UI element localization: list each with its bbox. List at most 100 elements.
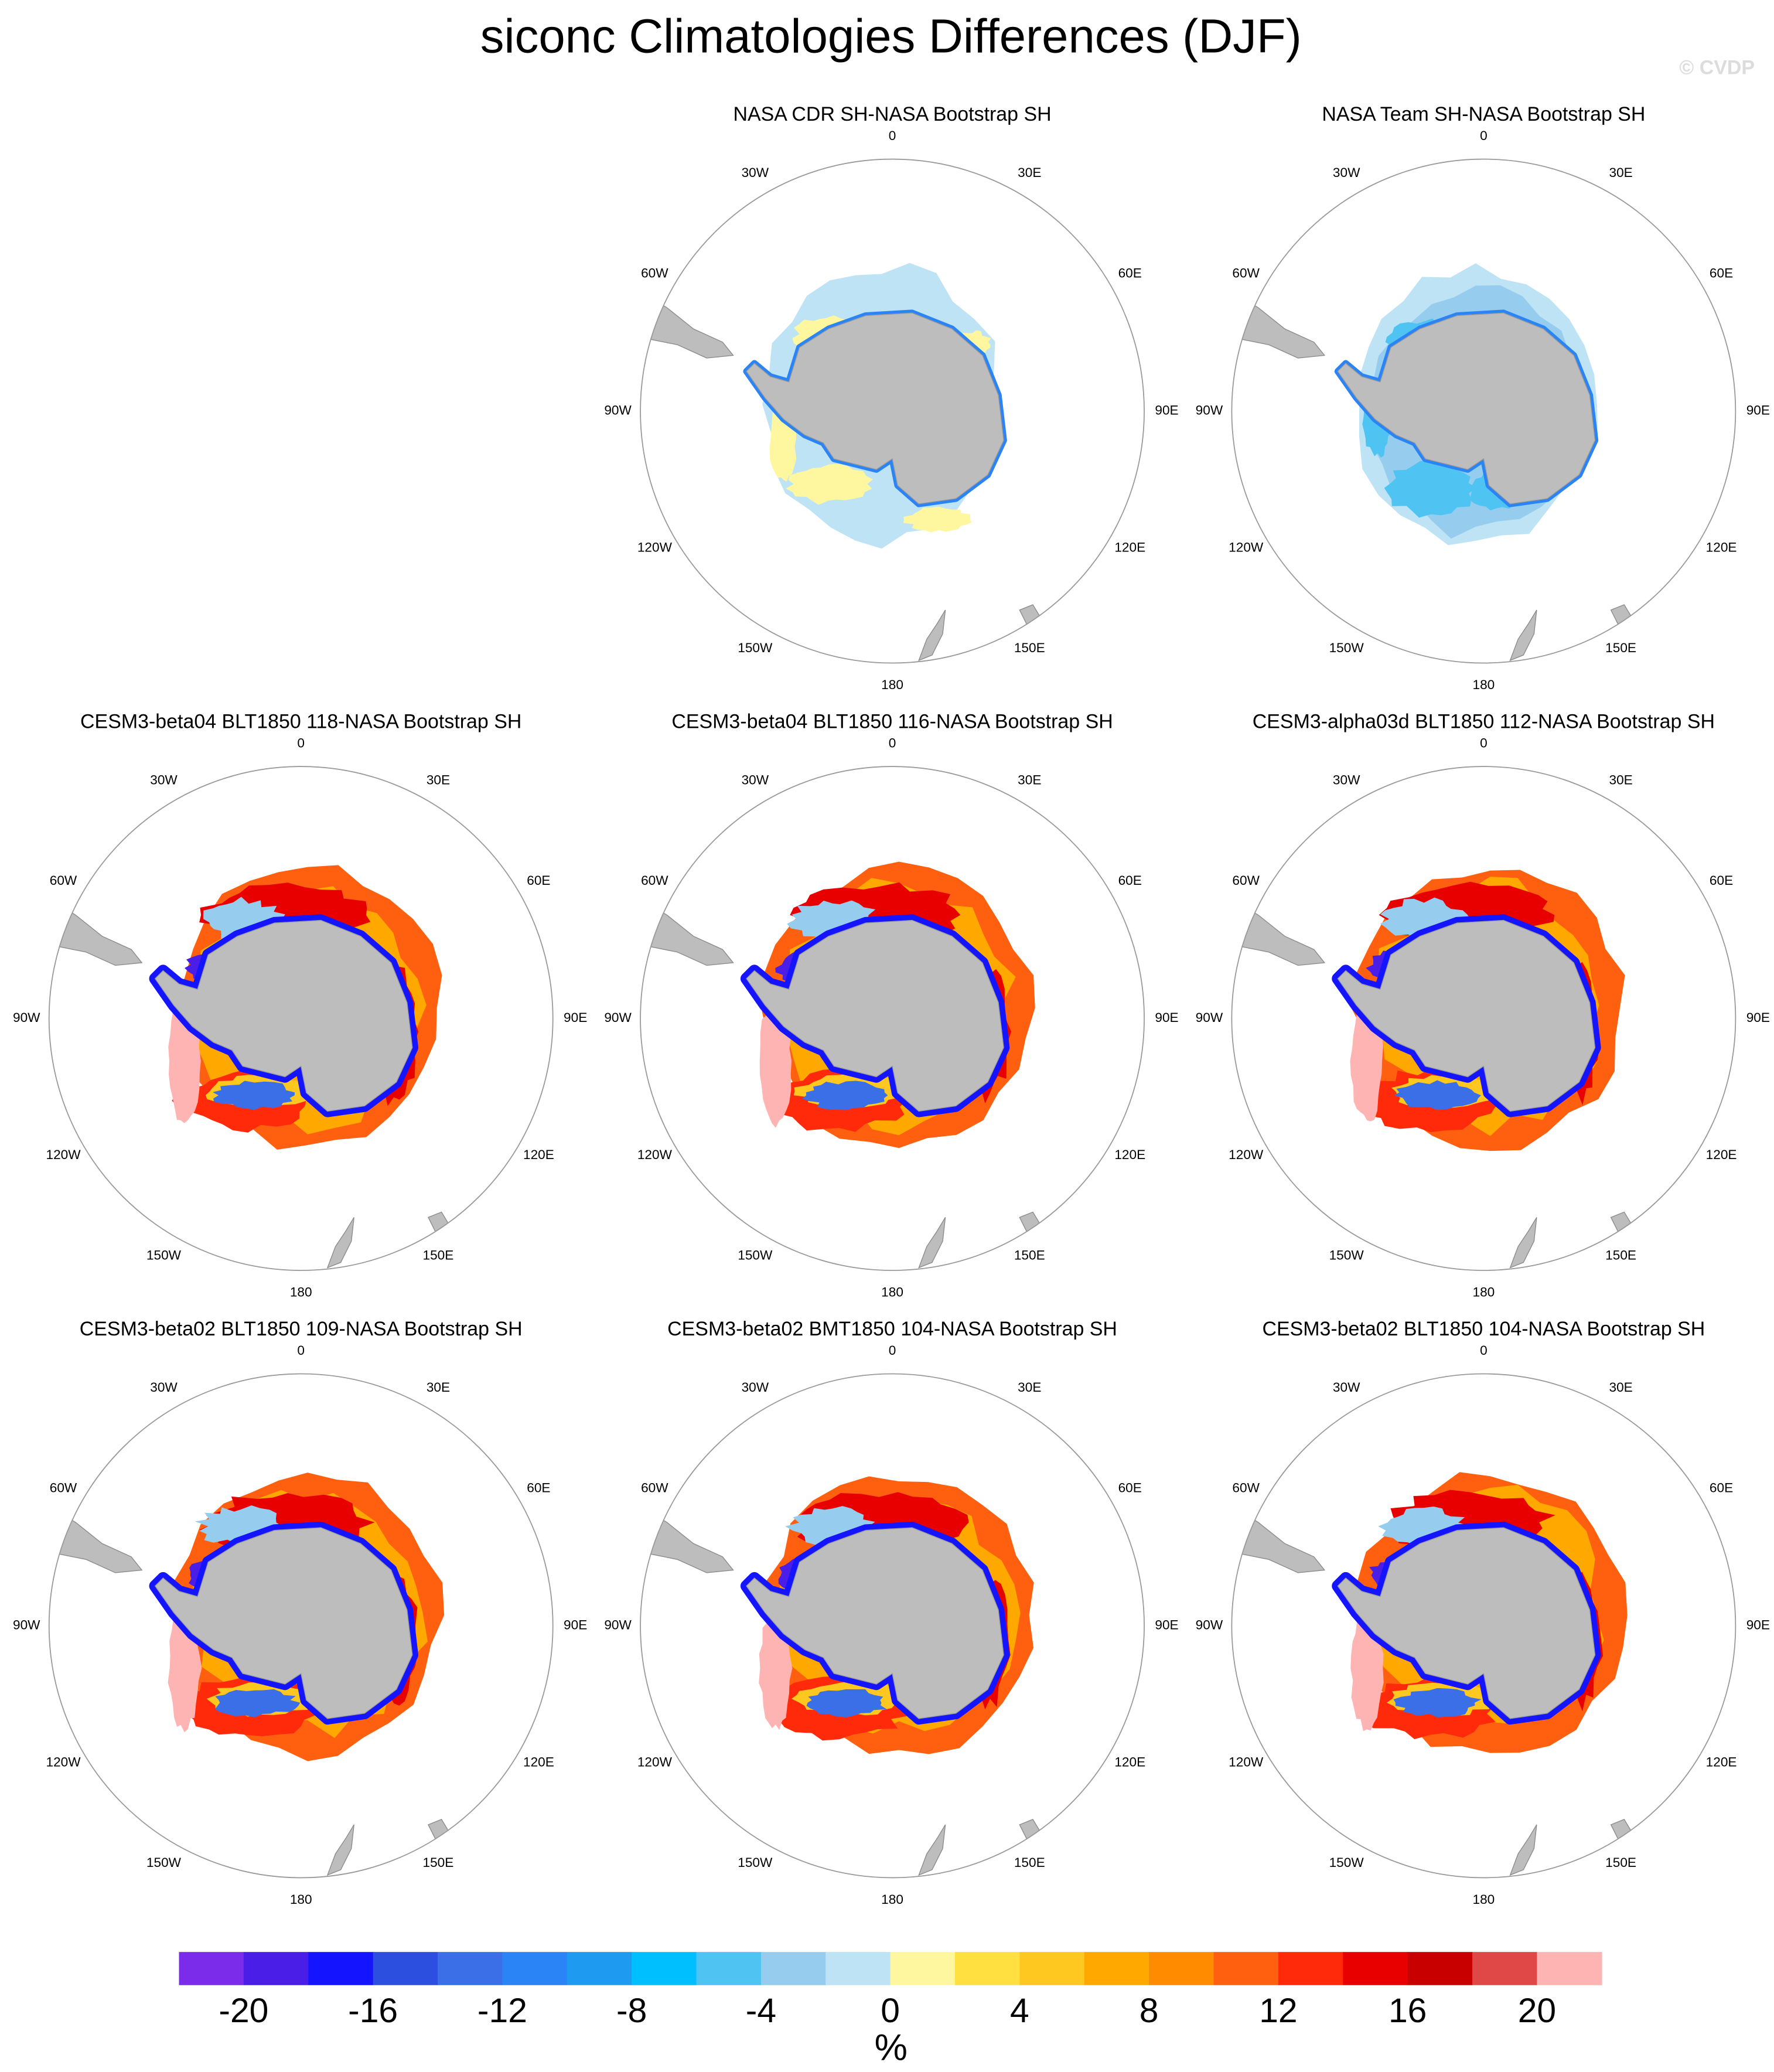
colorbar-tick-label: -12 (477, 1992, 527, 2030)
colorbar-box (1407, 1952, 1473, 1985)
colorbar-tick-label: 8 (1140, 1992, 1159, 2030)
antarctica (746, 312, 1004, 505)
colorbar-tick-label: 0 (881, 1992, 900, 2030)
lon-label: 150W (738, 1248, 773, 1263)
lon-label: 90W (604, 1010, 632, 1025)
antarctica (1337, 1527, 1596, 1719)
lon-label: 30E (1018, 165, 1041, 180)
lon-label: 120E (1706, 540, 1737, 555)
colorbar-tick-label: -20 (219, 1992, 268, 2030)
colorbar-box (1084, 1952, 1149, 1985)
lon-label: 180 (1473, 677, 1495, 692)
panel-title: CESM3-beta04 BLT1850 118-NASA Bootstrap … (80, 710, 521, 732)
lon-label: 60W (1232, 265, 1260, 280)
colorbar-box (1472, 1952, 1538, 1985)
lon-label: 60W (50, 873, 77, 888)
ice-patch (786, 464, 873, 505)
lon-label: 30E (1609, 1380, 1632, 1395)
lon-label: 120W (1229, 1147, 1264, 1162)
land (918, 609, 946, 662)
lon-label: 0 (889, 736, 896, 751)
colorbar-tick-label: 20 (1518, 1992, 1556, 2030)
lon-label: 180 (881, 1284, 903, 1299)
lon-label: 150W (738, 1855, 773, 1870)
lon-label: 30E (1018, 772, 1041, 787)
land (1509, 609, 1537, 662)
lon-label: 60E (1710, 1480, 1733, 1495)
lon-label: 30W (742, 772, 769, 787)
watermark: © CVDP (1679, 57, 1755, 79)
antarctica (746, 919, 1004, 1112)
lon-label: 30W (1333, 165, 1360, 180)
antarctica (1337, 919, 1596, 1112)
ice-patch (215, 1689, 301, 1717)
lon-label: 60E (527, 1480, 550, 1495)
lon-label: 60E (1710, 873, 1733, 888)
lon-label: 90E (564, 1617, 587, 1632)
map: 0 30E 60E 90E 120E 150E 180 150W 120W 90W 60W 30W (604, 736, 1178, 1300)
lon-label: 150W (1329, 1855, 1364, 1870)
map-body (49, 1473, 451, 1876)
lon-label: 150W (146, 1855, 182, 1870)
lon-label: 30E (1018, 1380, 1041, 1395)
lon-label: 120W (1229, 540, 1264, 555)
lon-label: 150E (1014, 1855, 1045, 1870)
map-border (640, 158, 1145, 664)
lon-label: 150W (146, 1248, 182, 1263)
colorbar-box (825, 1952, 891, 1985)
colorbar-box (955, 1952, 1021, 1985)
panel-title: CESM3-beta02 BLT1850 109-NASA Bootstrap … (80, 1318, 523, 1340)
colorbar-box (308, 1952, 374, 1985)
lon-label: 0 (889, 1343, 896, 1358)
colorbar-tick-label: -4 (746, 1992, 776, 2030)
panel-title: CESM3-alpha03d BLT1850 112-NASA Bootstra… (1253, 710, 1715, 732)
lon-label: 0 (297, 1343, 305, 1358)
lon-label: 0 (297, 736, 305, 751)
colorbar-box (438, 1952, 503, 1985)
colorbar-box (1278, 1952, 1343, 1985)
map: 0 30E 60E 90E 120E 150E 180 150W 120W 90W 60W 30W (1196, 1343, 1770, 1907)
land (918, 1217, 946, 1269)
lon-label: 150E (1605, 1855, 1636, 1870)
lon-label: 90W (604, 1617, 632, 1632)
land (1509, 1217, 1537, 1269)
lon-label: 180 (290, 1892, 312, 1907)
colorbar-tick-label: 12 (1259, 1992, 1297, 2030)
ice-patch (903, 506, 972, 533)
colorbar-tick-label: 16 (1389, 1992, 1427, 2030)
lon-label: 60W (1232, 1480, 1260, 1495)
colorbar-box (632, 1952, 697, 1985)
lon-label: 90W (1196, 403, 1223, 418)
lon-label: 60W (50, 1480, 77, 1495)
map-body (640, 263, 1042, 662)
panel-title: NASA Team SH-NASA Bootstrap SH (1322, 103, 1645, 125)
map: 0 30E 60E 90E 120E 150E 180 150W 120W 90W 60W 30W (13, 1343, 587, 1907)
lon-label: 120W (46, 1147, 81, 1162)
lon-label: 60E (527, 873, 550, 888)
lon-label: 150E (1605, 640, 1636, 655)
lon-label: 90E (1155, 1617, 1178, 1632)
colorbar-box (502, 1952, 568, 1985)
lon-label: 30W (150, 772, 178, 787)
lon-label: 120W (46, 1755, 81, 1770)
map-border (640, 1373, 1145, 1879)
lon-label: 60W (641, 873, 668, 888)
lon-label: 90E (564, 1010, 587, 1025)
map-body (1231, 263, 1633, 662)
lon-label: 90W (13, 1010, 40, 1025)
lon-label: 90E (1746, 1010, 1770, 1025)
lon-label: 150W (1329, 1248, 1364, 1263)
colorbar-tick-label: -8 (616, 1992, 647, 2030)
antarctica (1337, 312, 1596, 505)
lon-label: 30W (1333, 1380, 1360, 1395)
panel-title: CESM3-beta02 BLT1850 104-NASA Bootstrap … (1262, 1318, 1705, 1340)
lon-label: 60E (1710, 265, 1733, 280)
lon-label: 120E (1706, 1147, 1737, 1162)
lon-label: 120E (1114, 540, 1145, 555)
ice-patch (806, 1689, 887, 1717)
lon-label: 30E (1609, 165, 1632, 180)
lon-label: 30W (1333, 772, 1360, 787)
map-body (640, 1476, 1042, 1876)
ice-patch (802, 1081, 888, 1110)
